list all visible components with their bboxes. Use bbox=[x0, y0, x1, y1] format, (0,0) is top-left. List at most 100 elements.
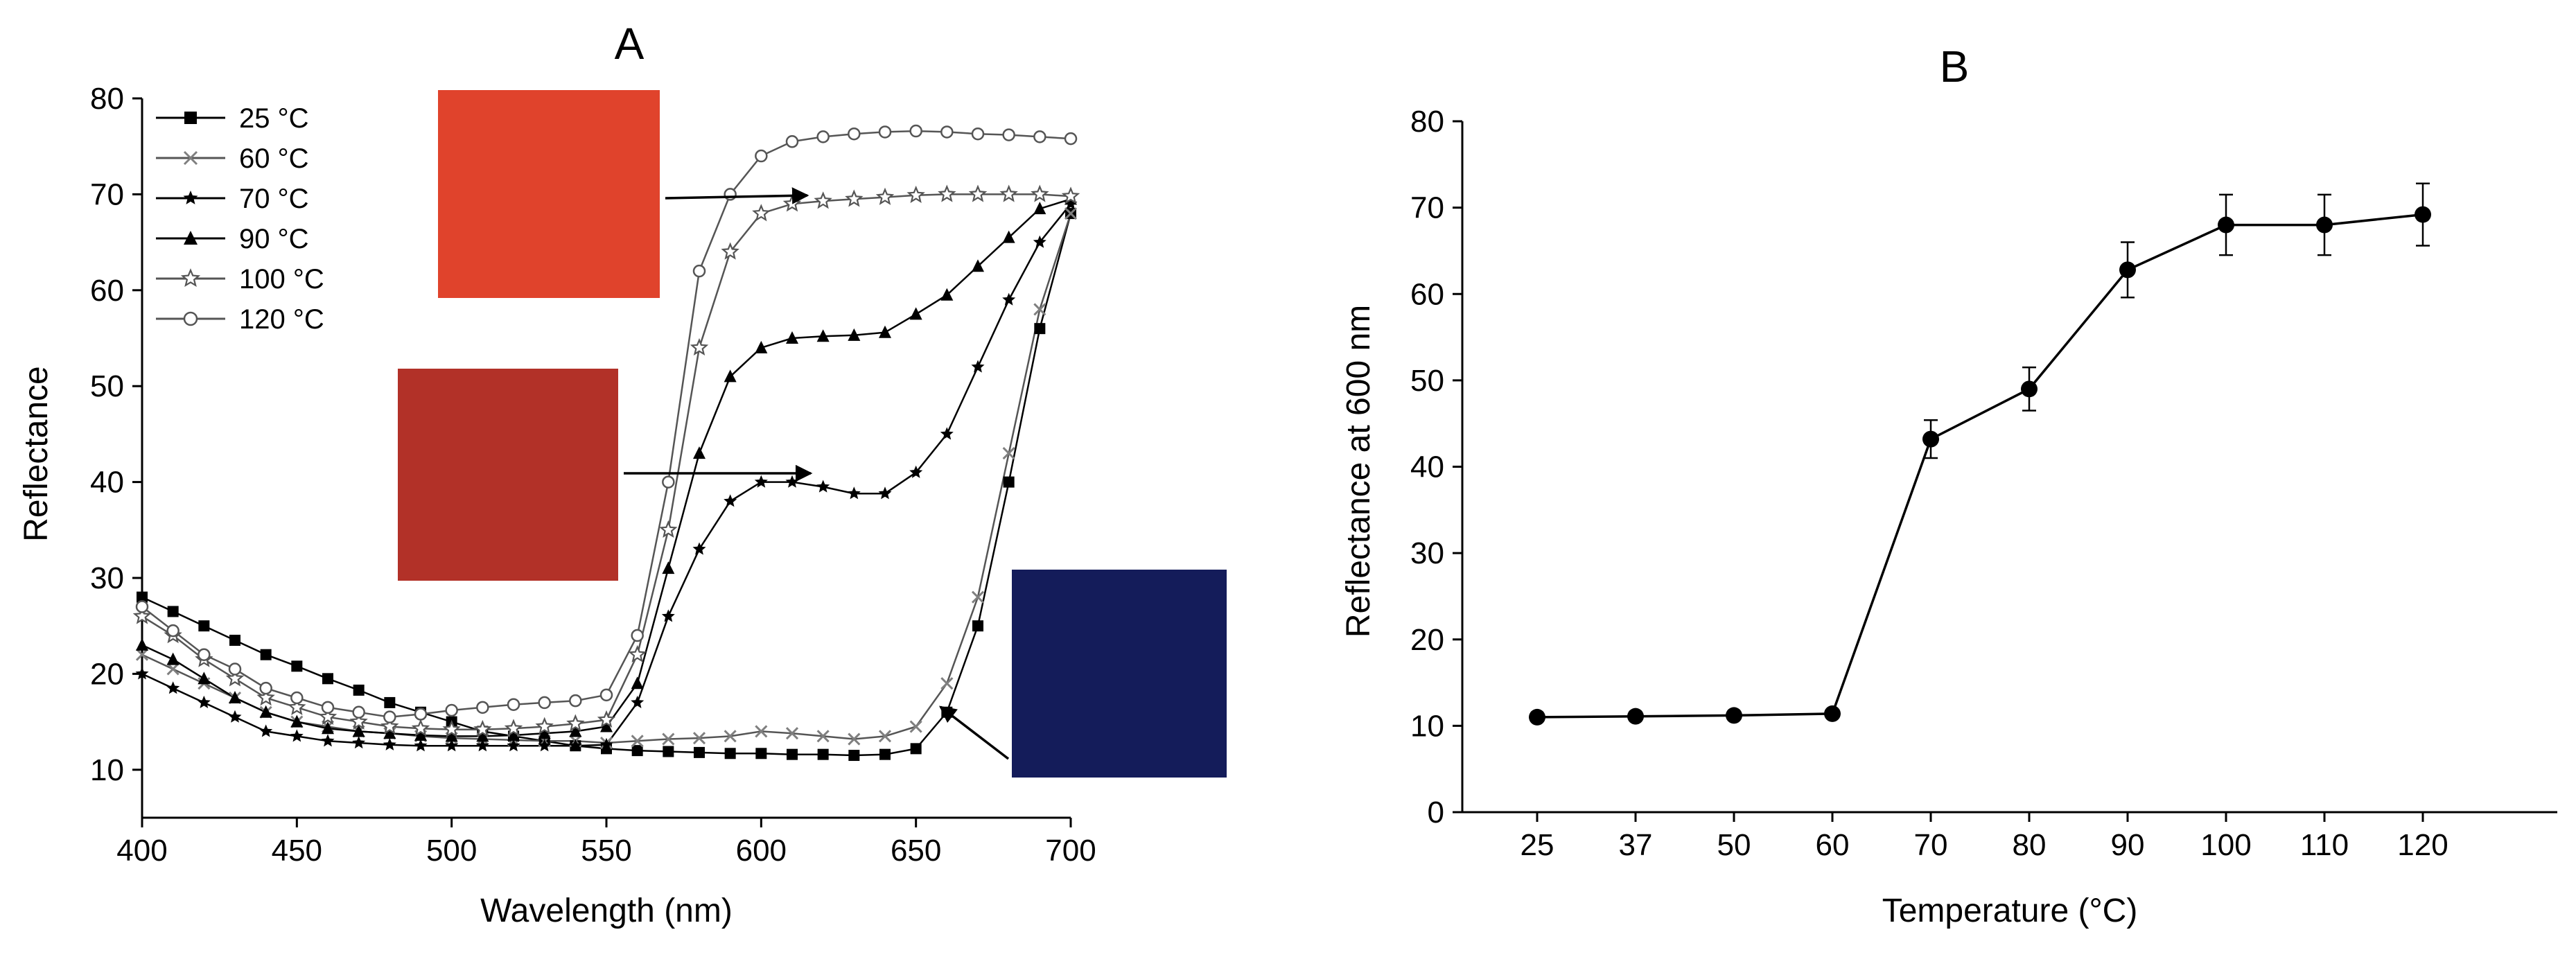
chart-a-y-axis-label: Reflectance bbox=[18, 366, 55, 541]
chart-a-point bbox=[166, 681, 180, 694]
chart-b-x-tick-label: 25 bbox=[1521, 828, 1554, 862]
chart-a-point bbox=[628, 644, 647, 662]
chart-a-y-tick-label: 40 bbox=[90, 466, 124, 500]
chart-a-point bbox=[321, 734, 335, 747]
chart-a-point bbox=[538, 696, 551, 710]
chart-a-point bbox=[755, 340, 768, 353]
chart-a-point bbox=[971, 127, 985, 141]
chart-a-point bbox=[225, 669, 245, 687]
chart-a-x-tick-label: 550 bbox=[581, 834, 631, 868]
chart-a-point bbox=[256, 688, 275, 706]
chart-a-point bbox=[599, 737, 613, 750]
chart-a-point bbox=[910, 743, 922, 755]
chart-a-point bbox=[1034, 323, 1046, 335]
chart-a-point bbox=[816, 130, 830, 143]
chart-a-point bbox=[755, 725, 768, 738]
chart-b-x-tick-label: 70 bbox=[1914, 828, 1948, 862]
chart-a-point bbox=[878, 486, 892, 500]
chart-a-point bbox=[445, 729, 458, 742]
chart-a-point bbox=[322, 673, 333, 685]
chart-a-point bbox=[291, 660, 303, 672]
chart-a-x-axis-label: Wavelength (nm) bbox=[480, 893, 733, 929]
chart-b-point bbox=[2415, 206, 2431, 223]
chart-a-point bbox=[878, 125, 892, 139]
chart-a-point bbox=[909, 124, 922, 138]
chart-a-point bbox=[538, 739, 552, 752]
chart-a-point bbox=[259, 681, 272, 695]
chart-a-point bbox=[906, 185, 925, 204]
chart-a-point bbox=[692, 732, 706, 745]
chart-a-point bbox=[848, 750, 860, 762]
chart-a-point bbox=[167, 606, 179, 617]
chart-b-series-line bbox=[1536, 213, 2424, 719]
chart-b-point bbox=[1824, 705, 1841, 722]
legend-label: 70 °C bbox=[239, 184, 309, 214]
chart-a-legend: 25 °C 60 °C 70 °C 90 °C 100 °C 120 °C bbox=[156, 103, 324, 335]
chart-a-point bbox=[909, 307, 922, 320]
chart-a-y-tick-label: 10 bbox=[90, 753, 124, 787]
chart-a-point bbox=[879, 748, 891, 760]
chart-a-point bbox=[1002, 128, 1015, 141]
chart-a-point bbox=[383, 726, 396, 739]
chart-b-x-tick-label: 90 bbox=[2111, 828, 2145, 862]
chart-a-point bbox=[631, 629, 644, 642]
chart-b-y-tick-label: 0 bbox=[1428, 796, 1444, 829]
chart-a-point bbox=[875, 187, 895, 205]
chart-a-point bbox=[1033, 303, 1046, 316]
chart-a-point bbox=[752, 204, 771, 222]
chart-a-point bbox=[166, 662, 179, 676]
chart-a-point bbox=[940, 288, 954, 301]
chart-a-point bbox=[692, 264, 706, 278]
swatch-high-reflectance bbox=[438, 90, 660, 298]
chart-a-point bbox=[321, 701, 335, 714]
chart-a-point bbox=[814, 191, 832, 209]
chart-a-y-tick-label: 50 bbox=[90, 369, 124, 403]
chart-a-point bbox=[631, 676, 644, 690]
legend-label: 120 °C bbox=[239, 304, 324, 335]
chart-a-point bbox=[693, 446, 706, 459]
chart-a-point bbox=[786, 331, 798, 344]
chart-a-point bbox=[724, 494, 737, 507]
chart-a-point bbox=[380, 717, 399, 735]
chart-a-point bbox=[1033, 130, 1046, 143]
chart-a-x-tick-label: 650 bbox=[891, 834, 941, 868]
chart-a-point bbox=[938, 184, 956, 202]
chart-a-x-tick-label: 500 bbox=[426, 834, 477, 868]
chart-a-point bbox=[1033, 235, 1046, 248]
chart-a-point bbox=[1064, 132, 1078, 146]
chart-a-point bbox=[878, 730, 892, 743]
chart-a-point bbox=[318, 707, 338, 725]
chart-a-y-tick-label: 20 bbox=[90, 657, 124, 691]
chart-a-point bbox=[442, 719, 461, 737]
chart-a-point bbox=[228, 662, 242, 676]
swatch-low-reflectance bbox=[1012, 570, 1227, 778]
chart-a-point bbox=[507, 728, 520, 741]
chart-a-x-tick-label: 700 bbox=[1045, 834, 1096, 868]
legend-marker bbox=[183, 311, 198, 326]
chart-b-x-tick-label: 110 bbox=[2300, 828, 2349, 862]
chart-a-point bbox=[411, 719, 430, 737]
chart-a-point bbox=[1002, 292, 1016, 306]
chart-b-point bbox=[2021, 380, 2038, 398]
chart-b-y-tick-label: 30 bbox=[1410, 536, 1444, 570]
legend-label: 90 °C bbox=[239, 224, 309, 254]
chart-a-point bbox=[197, 695, 211, 708]
chart-a-point bbox=[755, 149, 768, 163]
chart-a-point bbox=[476, 729, 489, 742]
chart-a-point bbox=[909, 720, 922, 733]
chart-a-point bbox=[909, 465, 923, 478]
chart-a-point bbox=[445, 739, 459, 752]
chart-a-point bbox=[692, 542, 706, 555]
chart-a-point bbox=[661, 609, 675, 622]
swatch-mid-reflectance bbox=[398, 369, 618, 581]
chart-a-point bbox=[1003, 476, 1015, 488]
chart-a-point bbox=[198, 648, 211, 661]
chart-a-x-tick-label: 400 bbox=[116, 834, 167, 868]
chart-a-point bbox=[724, 369, 737, 383]
chart-a-point bbox=[259, 724, 273, 737]
chart-b-x-tick-label: 50 bbox=[1717, 828, 1751, 862]
chart-a-point bbox=[968, 184, 988, 202]
chart-a-y-tick-label: 30 bbox=[90, 561, 124, 595]
